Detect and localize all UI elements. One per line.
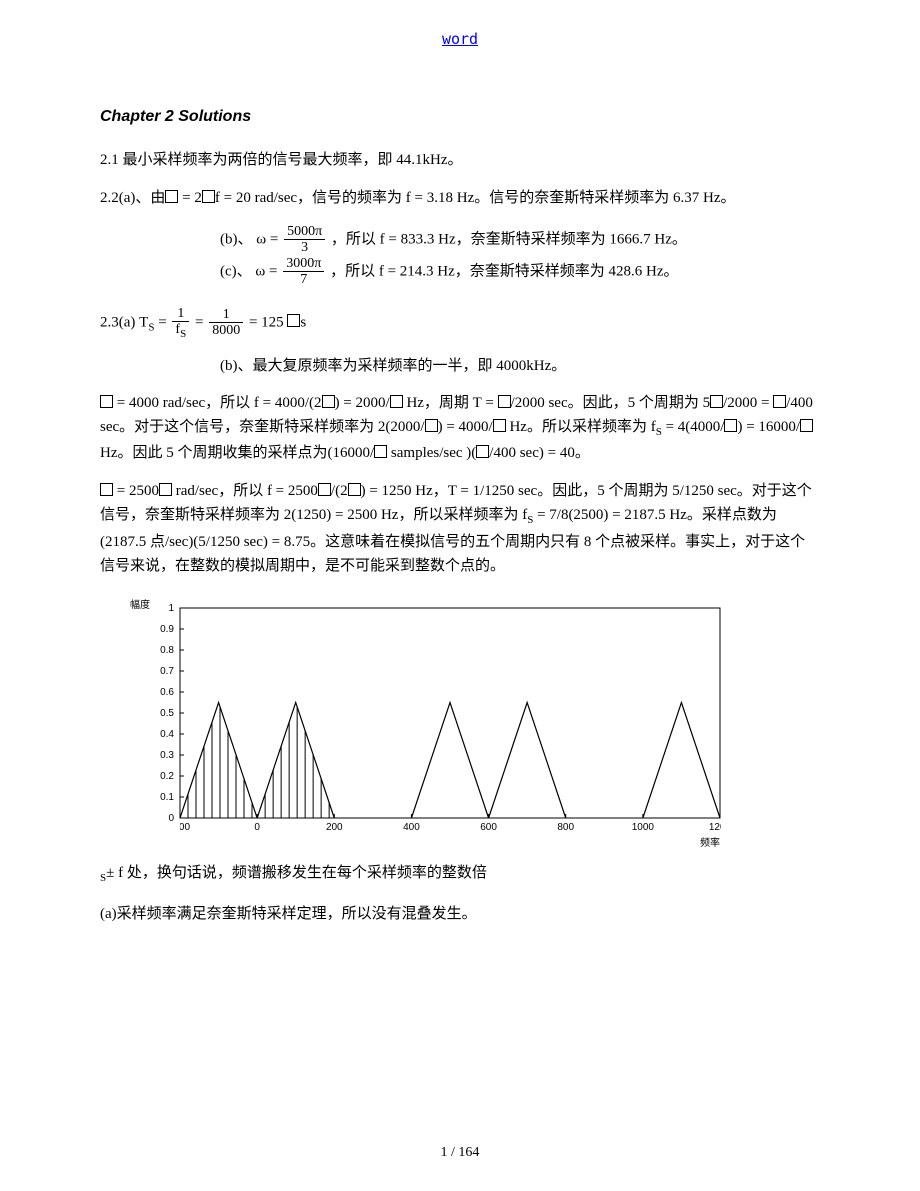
denominator: fS	[172, 322, 189, 340]
svg-text:0.3: 0.3	[160, 750, 174, 761]
box-glyph	[710, 395, 723, 408]
box-glyph	[493, 419, 506, 432]
t: = 4(4000/	[662, 419, 725, 435]
chapter-title: Chapter 2 Solutions	[100, 108, 820, 126]
svg-text:0: 0	[168, 813, 174, 824]
box-glyph	[498, 395, 511, 408]
solution-2-2c: (c)、 ω = 3000π 7 ，所以 f = 214.3 Hz，奈奎斯特采样…	[100, 256, 820, 288]
svg-text:1: 1	[168, 603, 174, 614]
t: /(2	[331, 483, 348, 499]
var-T: T	[139, 314, 148, 330]
text: ，所以 f = 214.3 Hz，奈奎斯特采样频率为 428.6 Hz。	[330, 263, 678, 279]
box-glyph	[800, 419, 813, 432]
eq: =	[154, 314, 166, 330]
header-link[interactable]: word	[100, 30, 820, 48]
numerator: 1	[172, 306, 189, 322]
box-glyph	[100, 395, 113, 408]
box-glyph	[773, 395, 786, 408]
box-glyph	[476, 445, 489, 458]
t: ) = 16000/	[737, 419, 800, 435]
svg-text:600: 600	[480, 822, 497, 833]
svg-text:0.4: 0.4	[160, 729, 174, 740]
paragraph-2500: = 2500 rad/sec，所以 f = 2500/(2) = 1250 Hz…	[100, 479, 820, 578]
svg-text:1000: 1000	[632, 822, 655, 833]
denominator: 8000	[209, 323, 243, 338]
paragraph-spectrum: S± f 处，换句话说，频谱搬移发生在每个采样频率的整数倍	[100, 861, 820, 888]
denominator: 7	[283, 272, 324, 287]
numerator: 3000π	[283, 256, 324, 272]
numerator: 1	[209, 307, 243, 323]
box-glyph	[100, 483, 113, 496]
spectrum-chart: 00.10.20.30.40.50.60.70.80.91-2000200400…	[100, 598, 820, 853]
omega-eq: ω =	[256, 231, 278, 247]
svg-text:幅度: 幅度	[130, 598, 150, 611]
t: Hz。所以采样频率为 f	[506, 419, 656, 435]
t: = 4000 rad/sec，所以 f = 4000/(2	[113, 395, 322, 411]
t: ± f 处，换句话说，频谱搬移发生在每个采样频率的整数倍	[106, 865, 487, 881]
t: /2000 =	[723, 395, 773, 411]
box-glyph	[348, 483, 361, 496]
solution-2-2b: (b)、 ω = 5000π 3 ，所以 f = 833.3 Hz，奈奎斯特采样…	[100, 224, 820, 256]
text: (b)、	[220, 231, 253, 247]
denominator: 3	[284, 240, 325, 255]
fraction: 5000π 3	[284, 224, 325, 256]
svg-text:0.2: 0.2	[160, 771, 174, 782]
t: /400 sec) = 40。	[489, 445, 590, 461]
paragraph-a: (a)采样频率满足奈奎斯特采样定理，所以没有混叠发生。	[100, 902, 820, 923]
svg-text:0.7: 0.7	[160, 666, 174, 677]
box-glyph	[202, 190, 215, 203]
svg-text:0: 0	[254, 822, 260, 833]
svg-text:频率: 频率	[700, 836, 720, 848]
t: = 2500	[113, 483, 159, 499]
svg-text:400: 400	[403, 822, 420, 833]
text: (c)、	[220, 263, 252, 279]
svg-text:0.9: 0.9	[160, 624, 174, 635]
text: f = 20 rad/sec，信号的频率为 f = 3.18 Hz。信号的奈奎斯…	[215, 190, 736, 206]
box-glyph	[724, 419, 737, 432]
box-glyph	[390, 395, 403, 408]
solution-2-3a: 2.3(a) TS = 1 fS = 1 8000 = 125 s	[100, 306, 820, 340]
t: Hz。因此 5 个周期收集的采样点为(16000/	[100, 445, 374, 461]
box-glyph	[425, 419, 438, 432]
svg-text:200: 200	[326, 822, 343, 833]
t: Hz，周期 T =	[403, 395, 498, 411]
fraction: 1 8000	[209, 307, 243, 339]
box-glyph	[322, 395, 335, 408]
t: samples/sec )(	[387, 445, 476, 461]
fraction: 1 fS	[172, 306, 189, 340]
omega-eq: ω =	[255, 263, 277, 279]
t: ) = 4000/	[438, 419, 493, 435]
paragraph-4000: = 4000 rad/sec，所以 f = 4000/(2 ) = 2000/ H…	[100, 391, 820, 466]
box-glyph	[287, 314, 300, 327]
box-glyph	[159, 483, 172, 496]
solution-2-3b: (b)、最大复原频率为采样频率的一半，即 4000kHz。	[100, 354, 820, 375]
t: /2000 sec。因此，5 个周期为 5	[511, 395, 711, 411]
box-glyph	[318, 483, 331, 496]
box-glyph	[374, 445, 387, 458]
svg-text:0.1: 0.1	[160, 792, 174, 803]
svg-text:800: 800	[557, 822, 574, 833]
page-footer: 1 / 164	[100, 1145, 820, 1161]
text: 2.2(a)、由	[100, 190, 165, 206]
svg-text:0.8: 0.8	[160, 645, 174, 656]
t: rad/sec，所以 f = 2500	[172, 483, 318, 499]
text: s	[300, 314, 306, 330]
t: ) = 2000/	[335, 395, 390, 411]
numerator: 5000π	[284, 224, 325, 240]
eq: =	[195, 314, 203, 330]
text: = 2	[178, 190, 201, 206]
text: ，所以 f = 833.3 Hz，奈奎斯特采样频率为 1666.7 Hz。	[331, 231, 687, 247]
text: 2.3(a)	[100, 314, 139, 330]
solution-2-1: 2.1 最小采样频率为两倍的信号最大频率，即 44.1kHz。	[100, 148, 820, 172]
solution-2-2a: 2.2(a)、由 = 2 f = 20 rad/sec，信号的频率为 f = 3.…	[100, 186, 820, 210]
svg-text:0.6: 0.6	[160, 687, 174, 698]
eq: = 125	[249, 314, 287, 330]
box-glyph	[165, 190, 178, 203]
fraction: 3000π 7	[283, 256, 324, 288]
svg-text:0.5: 0.5	[160, 708, 174, 719]
